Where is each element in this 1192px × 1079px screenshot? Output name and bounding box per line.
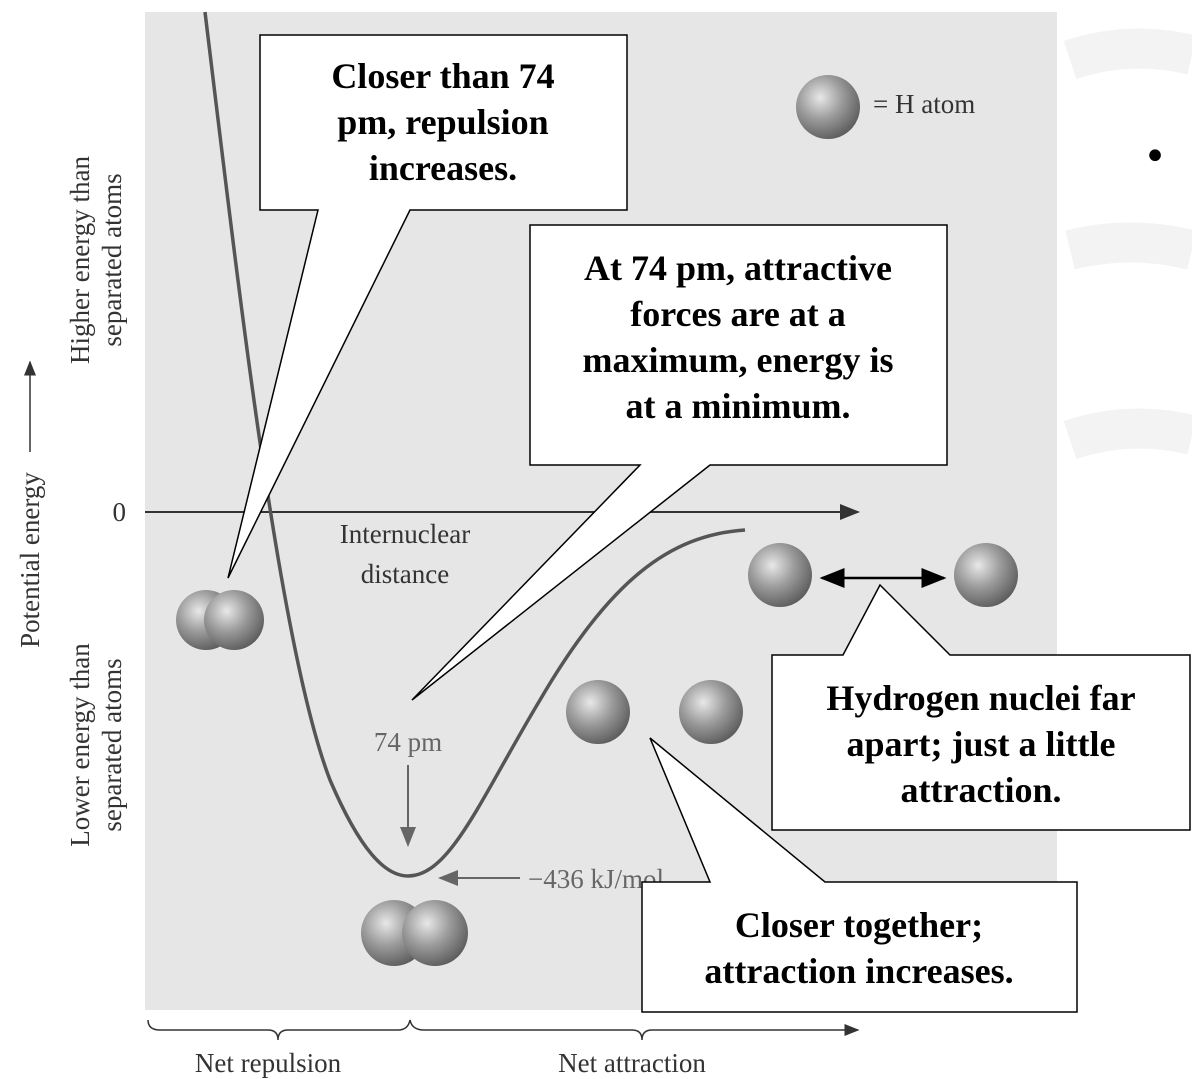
- callout-text: Closer than 74: [331, 56, 554, 96]
- y-upper-label: separated atoms: [97, 173, 127, 346]
- callout-text: at a minimum.: [626, 386, 851, 426]
- atom: [402, 900, 468, 966]
- callout-text: attraction.: [901, 770, 1062, 810]
- callout-text: maximum, energy is: [583, 340, 894, 380]
- atom: [954, 543, 1018, 607]
- callout-text: apart; just a little: [847, 724, 1116, 764]
- callout-text: pm, repulsion: [337, 102, 548, 142]
- atom: [748, 543, 812, 607]
- y-lower-label: Lower energy than: [65, 643, 95, 847]
- callout-text: increases.: [369, 148, 517, 188]
- zero-label: 0: [113, 497, 127, 527]
- callout-text: Hydrogen nuclei far: [826, 678, 1135, 718]
- atom-icon: [796, 75, 860, 139]
- callout-text: Closer together;: [735, 905, 983, 945]
- diagram: • 0 Internuclear distance Potential ener…: [0, 0, 1192, 1079]
- atom: [566, 680, 630, 744]
- callout-text: forces are at a: [630, 294, 846, 334]
- y-label: Potential energy: [15, 472, 45, 648]
- x-label: Internuclear: [340, 519, 470, 549]
- callout-text: attraction increases.: [704, 951, 1013, 991]
- callout-text: At 74 pm, attractive: [584, 248, 892, 288]
- atom: [679, 680, 743, 744]
- y-lower-label: separated atoms: [97, 658, 127, 831]
- region-label: Net attraction: [558, 1048, 706, 1078]
- bond-length-label: 74 pm: [374, 727, 442, 757]
- bullet: •: [1143, 134, 1167, 180]
- x-label: distance: [361, 559, 449, 589]
- background-decor: [1070, 49, 1192, 440]
- region-brace: [148, 1020, 858, 1040]
- legend-label: = H atom: [873, 89, 975, 119]
- region-label: Net repulsion: [195, 1048, 342, 1078]
- atom: [204, 590, 264, 650]
- y-upper-label: Higher energy than: [65, 156, 95, 364]
